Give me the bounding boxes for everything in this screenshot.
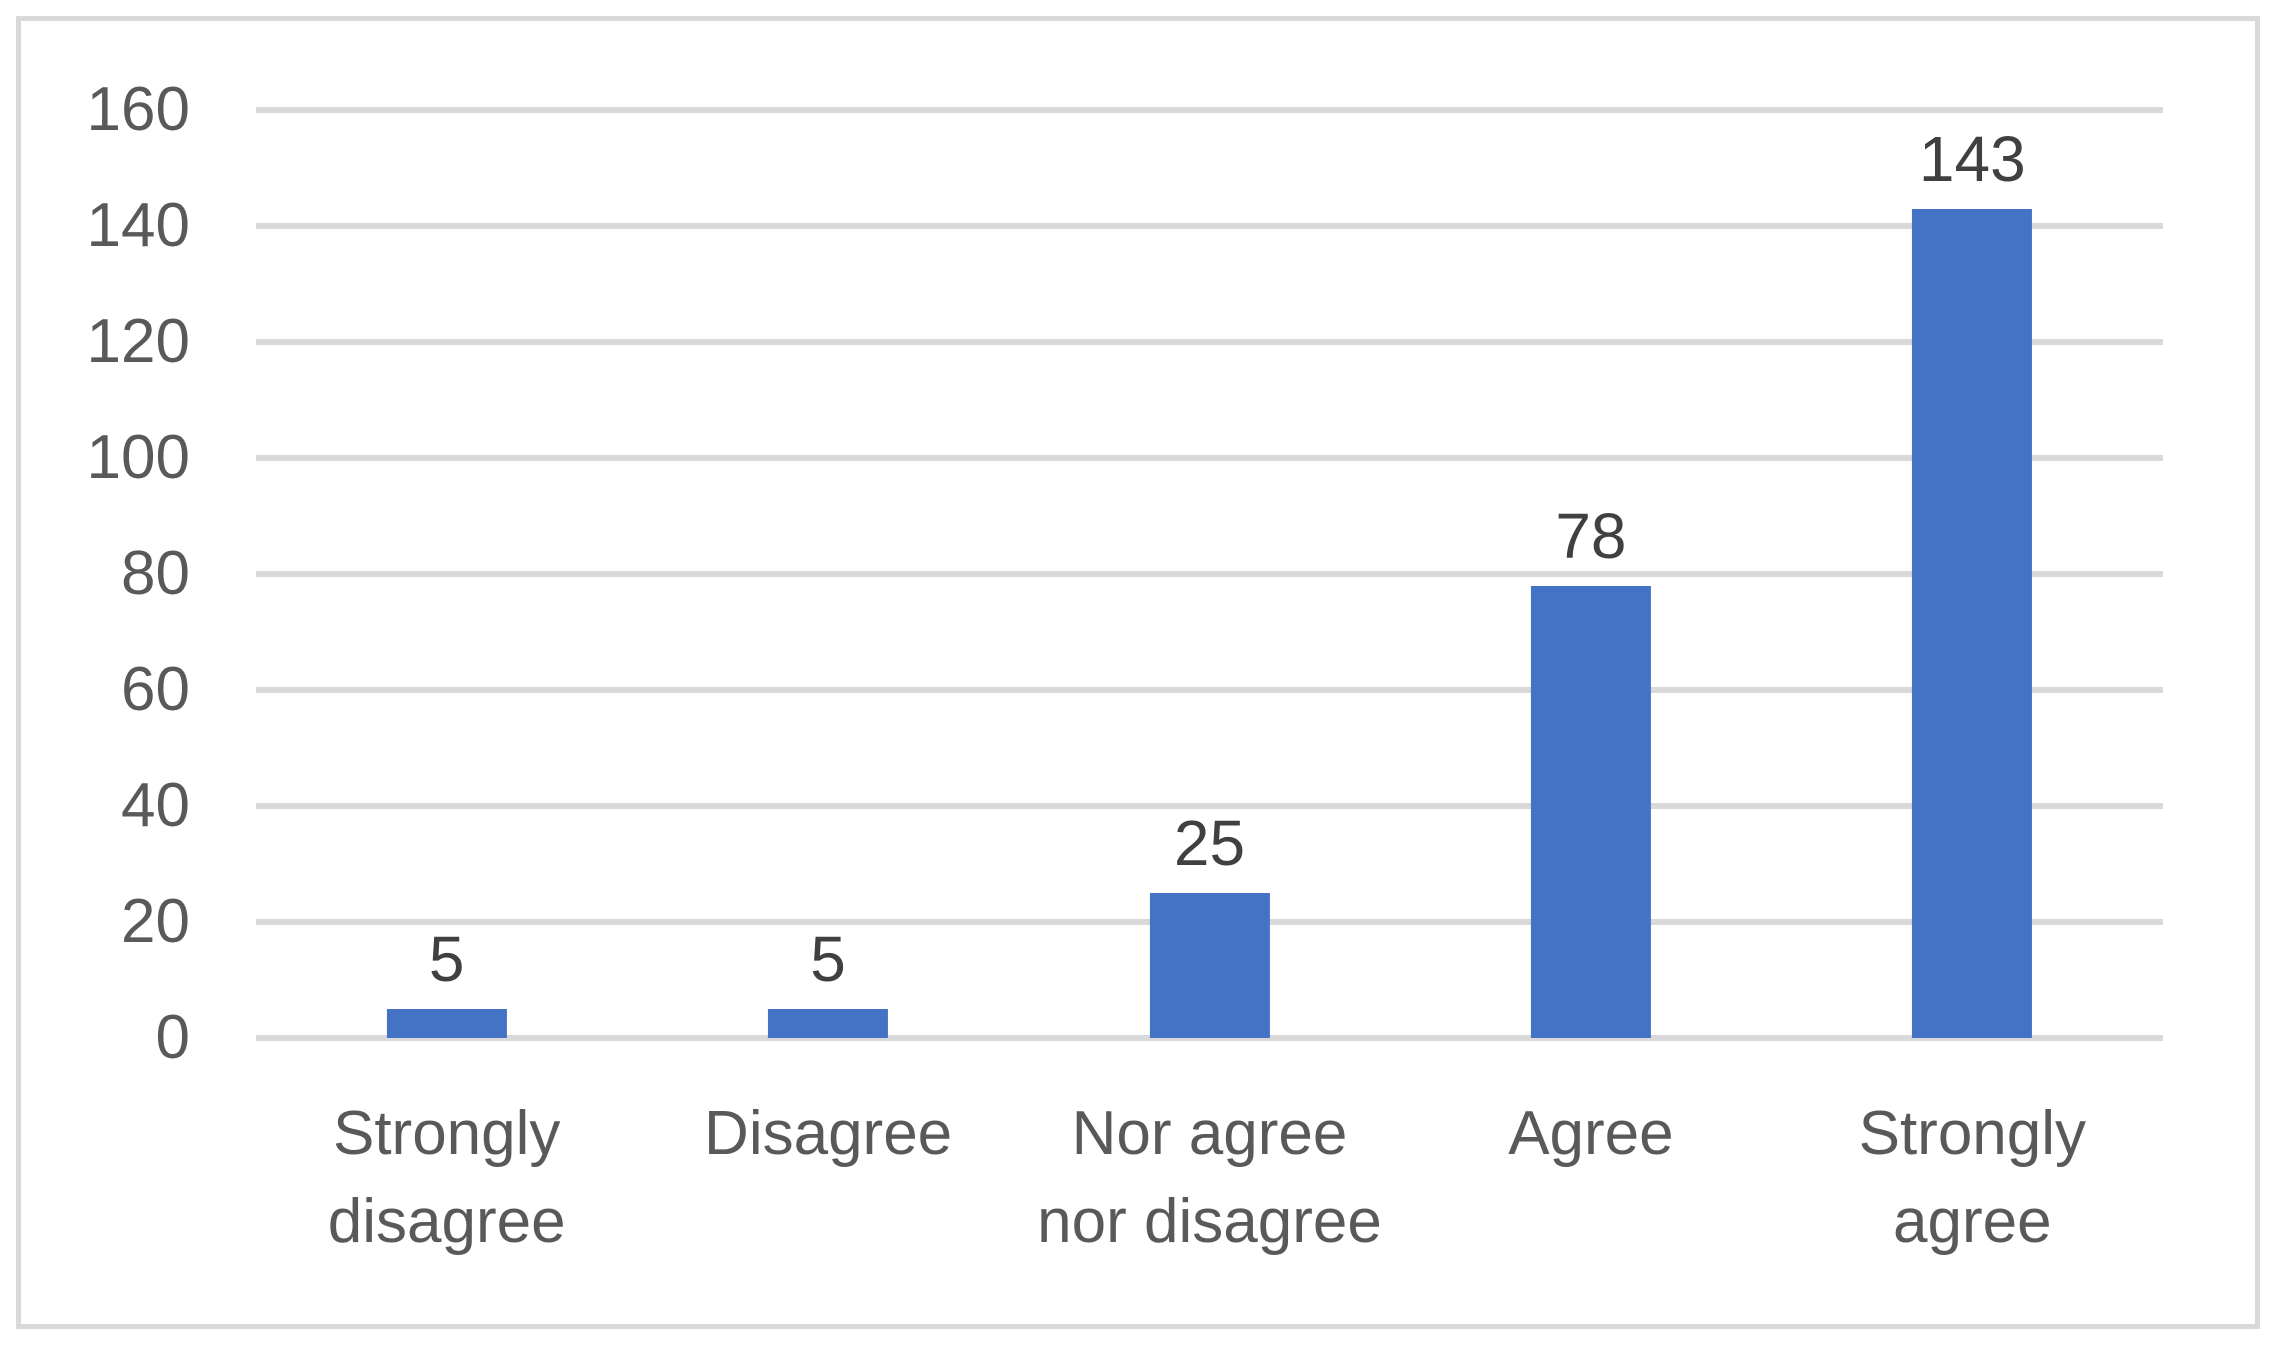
y-tick-label: 100 [86, 423, 190, 492]
x-axis-category-labels: Strongly disagree Disagree Nor agree nor d… [256, 1038, 2163, 1266]
bar-slot: 25 [1019, 110, 1400, 1038]
plot-area: 5 5 25 78 143 [256, 107, 2163, 1041]
y-tick-label: 20 [121, 887, 190, 956]
category-label: Strongly agree [1858, 1099, 2087, 1257]
gridline [256, 455, 2163, 461]
bar-slot: 5 [256, 110, 637, 1038]
gridline [256, 571, 2163, 577]
data-label: 143 [1918, 122, 2026, 195]
y-tick-label: 140 [86, 191, 190, 260]
gridline [256, 803, 2163, 809]
gridline [256, 223, 2163, 229]
bar: 143 [1912, 127, 2033, 1038]
data-label: 5 [428, 923, 465, 995]
bar: 25 [1149, 811, 1270, 1038]
data-label: 78 [1555, 499, 1627, 572]
y-tick-label: 120 [86, 307, 190, 376]
gridline [256, 687, 2163, 693]
gridline [256, 1035, 2163, 1041]
bar: 5 [386, 927, 507, 1038]
category-label: Agree [1508, 1099, 1674, 1168]
gridline [256, 339, 2163, 345]
data-label: 5 [810, 923, 846, 995]
y-tick-label: 160 [86, 75, 190, 144]
y-axis: 0 20 40 60 80 100 120 140 160 [40, 79, 190, 1069]
gridline [256, 107, 2163, 113]
y-tick-label: 40 [121, 771, 190, 840]
category-label: Nor agree nor disagree [1037, 1099, 1382, 1257]
bar-slot: 78 [1400, 110, 1781, 1038]
y-tick-label: 80 [121, 539, 190, 608]
bar-slot: 5 [637, 110, 1018, 1038]
category-label: Disagree [704, 1099, 953, 1168]
bar: 78 [1530, 504, 1651, 1038]
data-label: 25 [1173, 807, 1246, 879]
y-tick-label: 60 [121, 655, 190, 724]
bar-series: 5 5 25 78 143 [256, 110, 2163, 1038]
category-label: Strongly disagree [327, 1099, 566, 1257]
chart-frame-border [16, 16, 2260, 1329]
bar: 5 [768, 927, 889, 1038]
bar-slot: 143 [1782, 110, 2163, 1038]
y-tick-label: 0 [155, 1003, 190, 1072]
